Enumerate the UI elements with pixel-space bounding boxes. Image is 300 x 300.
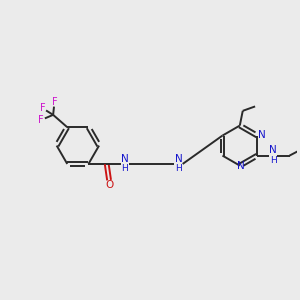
Text: F: F: [52, 98, 57, 107]
Text: N: N: [237, 161, 245, 171]
Text: H: H: [122, 164, 128, 173]
Text: N: N: [121, 154, 129, 164]
Text: H: H: [270, 156, 277, 165]
Text: F: F: [38, 115, 43, 125]
Text: O: O: [105, 180, 113, 190]
Text: N: N: [258, 130, 266, 140]
Text: N: N: [175, 154, 182, 164]
Text: N: N: [269, 145, 277, 155]
Text: F: F: [40, 103, 45, 113]
Text: H: H: [175, 164, 182, 173]
